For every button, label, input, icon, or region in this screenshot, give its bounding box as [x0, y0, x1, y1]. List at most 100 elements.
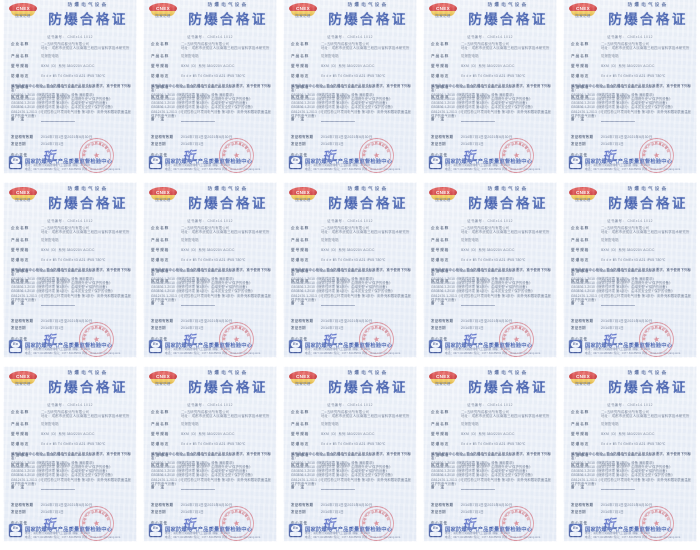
certificate-eyebrow: 防爆电气设备	[627, 186, 669, 191]
field-row: 型号规格 BXM（D）系列 380/220V AC/DC	[571, 248, 691, 255]
statement-line: GB3836.2-2010《爆炸性环境 第2部分：由隔爆外壳“d”保护的设备》	[291, 96, 393, 101]
date-list: 发证和有效期 2014年7月1日至2021年6月30日 发证日期 2014年7月…	[571, 134, 691, 148]
certificate-card[interactable]: CNEX 国家防爆 防爆电气设备 防爆合格证 证书编号： CNEx14.1012…	[563, 182, 697, 358]
date-value: 2014年7月1日	[461, 142, 484, 146]
certificate-number: 证书编号： CNEx14.1012	[327, 219, 373, 223]
date-row: 发证日期 2014年7月1日	[291, 141, 411, 148]
field-row: 企业名称 二○五研究所成都分所有限公司 地址：成都市武侯区人民南路三段四川省科学…	[11, 226, 131, 234]
certificate-card[interactable]: CNEX 国家防爆 防爆电气设备 防爆合格证 证书编号： CNEx14.1012…	[423, 182, 557, 358]
statement-line: GB3836.4-2010《爆炸性环境 第4部分：由本质安全型“i”保护的设备》	[571, 289, 675, 294]
field-label: 防爆标志	[11, 74, 30, 79]
certificate-eyebrow: 防爆电气设备	[347, 370, 389, 375]
signature-label: 中心主任	[291, 337, 308, 341]
certificate-card[interactable]: CNEX 国家防爆 防爆电气设备 防爆合格证 证书编号： CNEx14.1012…	[143, 182, 277, 358]
field-row: 执行标准 GB 3836 系列标准	[151, 463, 271, 470]
field-label: 型号规格	[431, 64, 450, 69]
field-label: 企业名称	[431, 226, 450, 230]
field-row: 企业名称 二○五研究所成都分所有限公司 地址：成都市武侯区人民南路三段四川省科学…	[571, 226, 691, 234]
certificate-card[interactable]: CNEX 国家防爆 防爆电气设备 防爆合格证 证书编号： CNEx14.1012…	[3, 0, 137, 174]
date-label: 发证日期	[151, 510, 166, 514]
field-value: 防爆配电箱	[601, 54, 619, 58]
field-row: 产品标准 GB3836.1-2010 GB3836.2-2010	[291, 269, 411, 276]
date-row: 发证和有效期 2014年7月1日至2021年6月30日	[291, 134, 411, 141]
cnex-logo-mark: CNEX	[16, 5, 30, 11]
cnex-logo-mark: CNEX	[296, 5, 310, 11]
statement-line: GB3836.1-2010《爆炸性环境 第1部分：设备 通用要求》	[571, 460, 656, 465]
field-value: GB3836.1-2010 GB3836.2-2010	[601, 452, 654, 457]
certificate-card[interactable]: CNEX 国家防爆 防爆电气设备 防爆合格证 证书编号： CNEx14.1012…	[423, 366, 557, 542]
field-list: 企业名称 二○五研究所成都分所有限公司 地址：成都市武侯区人民南路三段四川省科学…	[151, 42, 271, 105]
footer-contact: 地址：南阳市滨河路防爆电气工业园区 邮编：473008 电话：0377-6318…	[165, 532, 273, 539]
date-label: 发证和有效期	[11, 135, 34, 139]
certificate-eyebrow: 防爆电气设备	[627, 2, 669, 7]
statement-line: GB12476.1-2013《可燃性粉尘环境用电气设备 第1部分：用外壳和限制表…	[151, 293, 271, 303]
remark-label: 备 注	[11, 485, 27, 489]
field-label: 型号规格	[11, 248, 30, 253]
certificate-title: 防爆合格证	[188, 196, 268, 212]
certificate-card[interactable]: CNEX 国家防爆 防爆电气设备 防爆合格证 证书编号： CNEx14.1012…	[563, 0, 697, 174]
date-row: 发证日期 2014年7月1日	[571, 509, 691, 516]
date-label: 发证和有效期	[571, 319, 594, 323]
footer-contact: 地址：南阳市滨河路防爆电气工业园区 邮编：473008 电话：0377-6318…	[305, 532, 413, 539]
certificate-footer: Ex 国家防爆电气产品质量监督检验中心 地址：南阳市滨河路防爆电气工业园区 邮编…	[563, 340, 697, 358]
certificate-card[interactable]: CNEX 国家防爆 防爆电气设备 防爆合格证 证书编号： CNEx14.1012…	[283, 182, 417, 358]
field-label: 产品标准	[291, 84, 310, 89]
statement-lead: 该产品经本中心检验，符合防爆电气设备产品相关标准要求，准予使用下列标志：	[151, 452, 271, 461]
institute-logo-icon: Ex	[569, 340, 582, 353]
certificate-card[interactable]: CNEX 国家防爆 防爆电气设备 防爆合格证 证书编号： CNEx14.1012…	[283, 0, 417, 174]
field-value: GB 3836 系列标准	[321, 462, 351, 467]
remark-label: 备 注	[571, 485, 587, 489]
date-row: 发证日期 2014年7月1日	[431, 509, 551, 516]
statement-lead: 该产品经本中心检验，符合防爆电气设备产品相关标准要求，准予使用下列标志：	[291, 268, 411, 277]
field-value: 二○五研究所成都分所有限公司 地址：成都市武侯区人民南路三段四川省科学技术研究所	[181, 226, 270, 235]
remark-row: 备 注	[571, 301, 691, 309]
certificate-number: 证书编号： CNEx14.1012	[327, 35, 373, 39]
footer-contact: 地址：南阳市滨河路防爆电气工业园区 邮编：473008 电话：0377-6318…	[585, 164, 693, 171]
certificate-card[interactable]: CNEX 国家防爆 防爆电气设备 防爆合格证 证书编号： CNEx14.1012…	[3, 366, 137, 542]
field-row: 产品名称 防爆配电箱	[11, 238, 131, 245]
field-row: 执行标准 GB 3836 系列标准	[151, 95, 271, 102]
field-label: 防爆标志	[291, 258, 310, 263]
field-label: 执行标准	[151, 462, 170, 467]
field-row: 产品名称 防爆配电箱	[11, 422, 131, 429]
date-value: 2014年7月1日	[601, 326, 624, 330]
remark-underline	[321, 305, 355, 306]
certificate-card[interactable]: CNEX 国家防爆 防爆电气设备 防爆合格证 证书编号： CNEx14.1012…	[423, 0, 557, 174]
field-label: 型号规格	[571, 64, 590, 69]
cnex-logo-subtext: 国家防爆	[435, 13, 451, 18]
certificate-card[interactable]: CNEX 国家防爆 防爆电气设备 防爆合格证 证书编号： CNEx14.1012…	[283, 366, 417, 542]
field-value: GB3836.1-2010 GB3836.2-2010	[601, 84, 654, 89]
field-row: 产品名称 防爆配电箱	[291, 54, 411, 61]
field-label: 执行标准	[571, 462, 590, 467]
issuing-organization: 国家防爆电气产品质量监督检验中心	[305, 526, 393, 533]
cnex-logo-mark: CNEX	[156, 189, 170, 195]
certificate-card[interactable]: CNEX 国家防爆 防爆电气设备 防爆合格证 证书编号： CNEx14.1012…	[3, 182, 137, 358]
certificate-card[interactable]: CNEX 国家防爆 防爆电气设备 防爆合格证 证书编号： CNEx14.1012…	[143, 366, 277, 542]
cnex-logo-icon: CNEX 国家防爆	[149, 371, 177, 386]
remark-row: 备 注	[151, 117, 271, 125]
signature-label: 中心主任	[291, 521, 308, 525]
certificate-number: 证书编号： CNEx14.1012	[327, 403, 373, 407]
certificate-card[interactable]: CNEX 国家防爆 防爆电气设备 防爆合格证 证书编号： CNEx14.1012…	[563, 366, 697, 542]
footer-address-line: 电话：0377-63185880 传真：0377-63185881 网址：www…	[305, 351, 401, 355]
issuing-organization: 国家防爆电气产品质量监督检验中心	[305, 158, 393, 165]
date-list: 发证和有效期 2014年7月1日至2021年6月30日 发证日期 2014年7月…	[571, 318, 691, 332]
footer-address-line: 地址：南阳市滨河路防爆电气工业园区 邮编：473008	[445, 348, 510, 351]
field-value: 防爆配电箱	[181, 54, 199, 58]
certificate-header: CNEX 国家防爆 防爆电气设备 防爆合格证	[283, 2, 417, 32]
field-label: 型号规格	[11, 432, 30, 437]
field-label: 防爆标志	[11, 258, 30, 263]
field-value: 防爆配电箱	[321, 422, 339, 426]
field-list: 企业名称 二○五研究所成都分所有限公司 地址：成都市武侯区人民南路三段四川省科学…	[431, 42, 551, 105]
field-row: 防爆标志 Ex d e ⅡB T4 Gb/Ex tD A21 IP65 T80℃	[11, 442, 131, 449]
date-value: 2014年7月1日至2021年6月30日	[41, 135, 93, 139]
signature-row: 中心主任 珩	[431, 149, 551, 165]
field-label: 执行标准	[431, 94, 450, 99]
footer-contact: 地址：南阳市滨河路防爆电气工业园区 邮编：473008 电话：0377-6318…	[25, 164, 133, 171]
certificate-card[interactable]: CNEX 国家防爆 防爆电气设备 防爆合格证 证书编号： CNEx14.1012…	[143, 0, 277, 174]
field-label: 企业名称	[11, 226, 30, 230]
footer-address-line: 地址：南阳市滨河路防爆电气工业园区 邮编：473008	[585, 532, 650, 535]
certificate-statement: 该产品经本中心检验，符合防爆电气设备产品相关标准要求，准予使用下列标志： GB3…	[11, 452, 131, 486]
field-label: 型号规格	[571, 248, 590, 253]
